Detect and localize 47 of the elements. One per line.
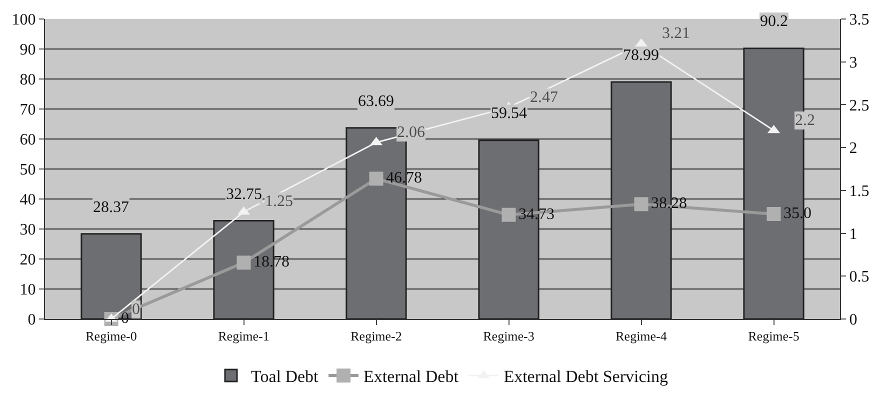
data-label: 32.75 (226, 186, 262, 203)
x-tick-label: Regime-3 (483, 328, 534, 344)
y-tick-label: 70 (20, 102, 36, 119)
legend-label: External Debt Servicing (504, 367, 668, 386)
data-label: 63.69 (358, 93, 394, 110)
data-label: 34.73 (518, 206, 554, 223)
data-label: 2.2 (795, 112, 815, 129)
data-label: 78.99 (623, 47, 659, 64)
data-label: 59.54 (491, 105, 527, 122)
point (236, 256, 251, 270)
y-tick-label: 80 (20, 72, 36, 89)
y-tick-label: 0 (28, 312, 36, 329)
x-tick-label: Regime-2 (350, 328, 402, 344)
y2-tick-label: 3 (849, 54, 858, 72)
data-label: 2.06 (397, 124, 425, 141)
y2-tick-label: 1 (849, 226, 858, 243)
y-tick-label: 90 (20, 42, 36, 59)
point (502, 208, 516, 222)
x-tick-label: Regime-5 (748, 328, 800, 344)
data-label: 0 (132, 301, 140, 318)
data-label: 1.25 (265, 193, 293, 210)
data-label: 28.37 (93, 199, 129, 216)
x-tick-label: Regime-1 (218, 328, 270, 344)
data-label: 3.21 (662, 25, 690, 42)
y-tick-label: 60 (20, 132, 36, 149)
point (634, 197, 648, 212)
legend-label: Toal Debt (251, 367, 319, 386)
y2-tick-label: 1.5 (849, 183, 870, 200)
y2-tick-label: 0.5 (849, 268, 870, 286)
y-tick-label: 20 (20, 252, 36, 269)
x-tick-label: Regime-0 (86, 328, 137, 344)
data-label: 38.28 (651, 195, 687, 212)
y2-tick-label: 2 (849, 140, 858, 158)
y-tick-label: 10 (20, 282, 36, 299)
y-tick-label: 100 (12, 12, 36, 29)
data-label: 90.2 (760, 13, 788, 30)
y-tick-label: 50 (20, 162, 36, 179)
legend-label: External Debt (364, 367, 459, 386)
y2-tick-label: 2.5 (849, 97, 870, 114)
y-tick-label: 40 (20, 192, 36, 209)
point (369, 172, 384, 186)
y2-tick-label: 3.5 (849, 12, 870, 29)
x-tick-label: Regime-4 (616, 328, 668, 344)
point (766, 207, 781, 221)
y-tick-label: 30 (20, 222, 36, 239)
y2-tick-label: 0 (849, 312, 858, 329)
data-label: 2.47 (530, 89, 558, 106)
